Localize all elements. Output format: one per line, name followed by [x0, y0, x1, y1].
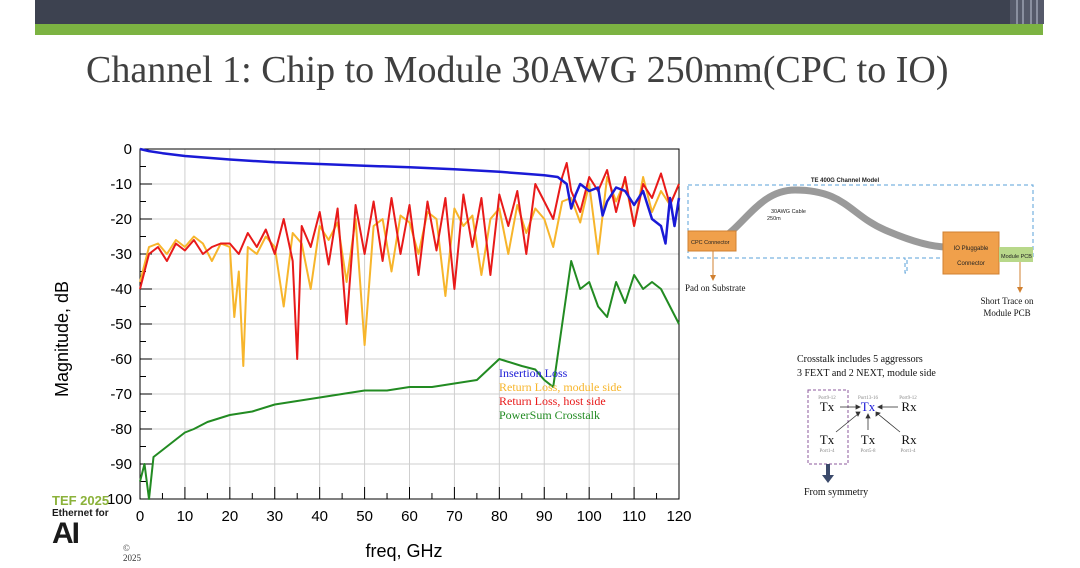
- chart-ticks: 0 10 20 30 40 50 60 70 80 90 100 110 120 0 -10 -20 -30 -4…: [102, 141, 692, 525]
- logo-year: 2025: [123, 553, 141, 563]
- y-tick-label: 0: [124, 141, 132, 158]
- channel-model-heading: TE 400G Channel Model: [811, 178, 880, 184]
- series-line-powersum-crosstalk: [139, 260, 680, 500]
- x-tick-label: 40: [311, 508, 328, 525]
- pad-label: Pad on Substrate: [685, 283, 746, 293]
- y-tick-label: -70: [110, 386, 132, 403]
- port-br: Port1-4: [901, 449, 917, 454]
- rx-top-right: Rx: [901, 399, 917, 414]
- header-green-bar: [35, 24, 1043, 35]
- cpc-label: CPC Connector: [691, 240, 730, 246]
- cable-length: 250m: [767, 216, 781, 222]
- legend-item-return-loss-module-side: Return Loss, module side: [499, 380, 622, 394]
- tx-bottom-mid: Tx: [861, 432, 876, 447]
- y-tick-label: -10: [110, 176, 132, 193]
- y-tick-label: -100: [102, 491, 132, 508]
- x-tick-label: 10: [177, 508, 194, 525]
- aggressor-arrows: [835, 404, 901, 433]
- module-pcb-box: [999, 247, 1033, 262]
- x-axis-title: freq, GHz: [365, 541, 442, 561]
- port-tm: Port13-16: [858, 396, 879, 401]
- io-connector-box: [942, 231, 1000, 275]
- tx-bottom-left: Tx: [820, 432, 835, 447]
- y-tick-label: -30: [110, 246, 132, 263]
- sparameter-chart: 0 10 20 30 40 50 60 70 80 90 100 110 120 0 -10 -20 -30 -4…: [52, 141, 692, 561]
- y-axis-title: Magnitude, dB: [52, 281, 72, 397]
- symmetry-arrow-head: [822, 475, 834, 483]
- cpc-connector-box: [687, 230, 737, 252]
- y-tick-label: -40: [110, 281, 132, 298]
- x-tick-label: 30: [266, 508, 283, 525]
- series-line-return-loss-host-side: [139, 162, 680, 360]
- tef-logo: TEF 2025 Ethernet for AI © 2025: [52, 493, 152, 563]
- pcb-label: Module PCB: [1001, 254, 1032, 260]
- tx-victim: Tx: [861, 399, 876, 414]
- series-line-return-loss-module-side: [139, 176, 680, 367]
- x-tick-label: 70: [446, 508, 463, 525]
- port-tl: Port9-12: [818, 396, 836, 401]
- symmetry-box: [807, 389, 849, 465]
- cable-label: 30AWG Cable: [771, 209, 806, 215]
- series-line-insertion-loss: [139, 147, 681, 245]
- x-tick-label: 110: [622, 508, 646, 525]
- cable-shape: [716, 186, 951, 251]
- legend-item-return-loss-host-side: Return Loss, host side: [499, 394, 606, 408]
- y-tick-label: -60: [110, 351, 132, 368]
- crosstalk-line-2: 3 FEXT and 2 NEXT, module side: [797, 368, 936, 379]
- x-tick-label: 20: [221, 508, 238, 525]
- crosstalk-diagram: Crosstalk includes 5 aggressors 3 FEXT a…: [797, 354, 936, 498]
- chart-grid: [139, 148, 680, 500]
- rx-bottom-right: Rx: [901, 432, 917, 447]
- x-tick-label: 90: [536, 508, 553, 525]
- x-tick-label: 100: [577, 508, 602, 525]
- symmetry-label: From symmetry: [804, 487, 868, 498]
- port-bm: Port5-8: [861, 449, 877, 454]
- y-tick-label: -80: [110, 421, 132, 438]
- y-tick-label: -90: [110, 456, 132, 473]
- logo-line-1: TEF 2025: [52, 493, 110, 508]
- logo-line-2: Ethernet for: [52, 508, 109, 519]
- crosstalk-line-1: Crosstalk includes 5 aggressors: [797, 354, 923, 365]
- logo-line-3: AI: [52, 517, 80, 550]
- trace-label-1: Short Trace on: [980, 296, 1034, 306]
- chart-series: [139, 147, 681, 500]
- y-tick-label: -50: [110, 316, 132, 333]
- x-tick-label: 80: [491, 508, 508, 525]
- trace-label-2: Module PCB: [983, 308, 1030, 318]
- x-tick-label: 60: [401, 508, 418, 525]
- header-stripes: [1010, 0, 1044, 24]
- x-tick-label: 120: [666, 508, 691, 525]
- legend-item-insertion-loss: Insertion Loss: [499, 366, 568, 380]
- legend-item-powersum-crosstalk: PowerSum Crosstalk: [499, 408, 600, 422]
- slide-title: Channel 1: Chip to Module 30AWG 250mm(CP…: [86, 49, 949, 91]
- x-tick-label: 50: [356, 508, 373, 525]
- x-tick-label: 0: [136, 508, 144, 525]
- logo-copyright: ©: [123, 543, 130, 553]
- port-tr: Port9-12: [899, 396, 917, 401]
- io-label-2: Connector: [957, 261, 985, 267]
- channel-model-diagram: TE 400G Channel Model 30AWG Cable 250m C…: [685, 178, 1034, 318]
- io-label-1: IO Pluggable: [954, 246, 989, 252]
- header-dark-bar: [35, 0, 1043, 24]
- y-tick-label: -20: [110, 211, 132, 228]
- port-bl: Port1-4: [820, 449, 836, 454]
- tx-top-left: Tx: [820, 399, 835, 414]
